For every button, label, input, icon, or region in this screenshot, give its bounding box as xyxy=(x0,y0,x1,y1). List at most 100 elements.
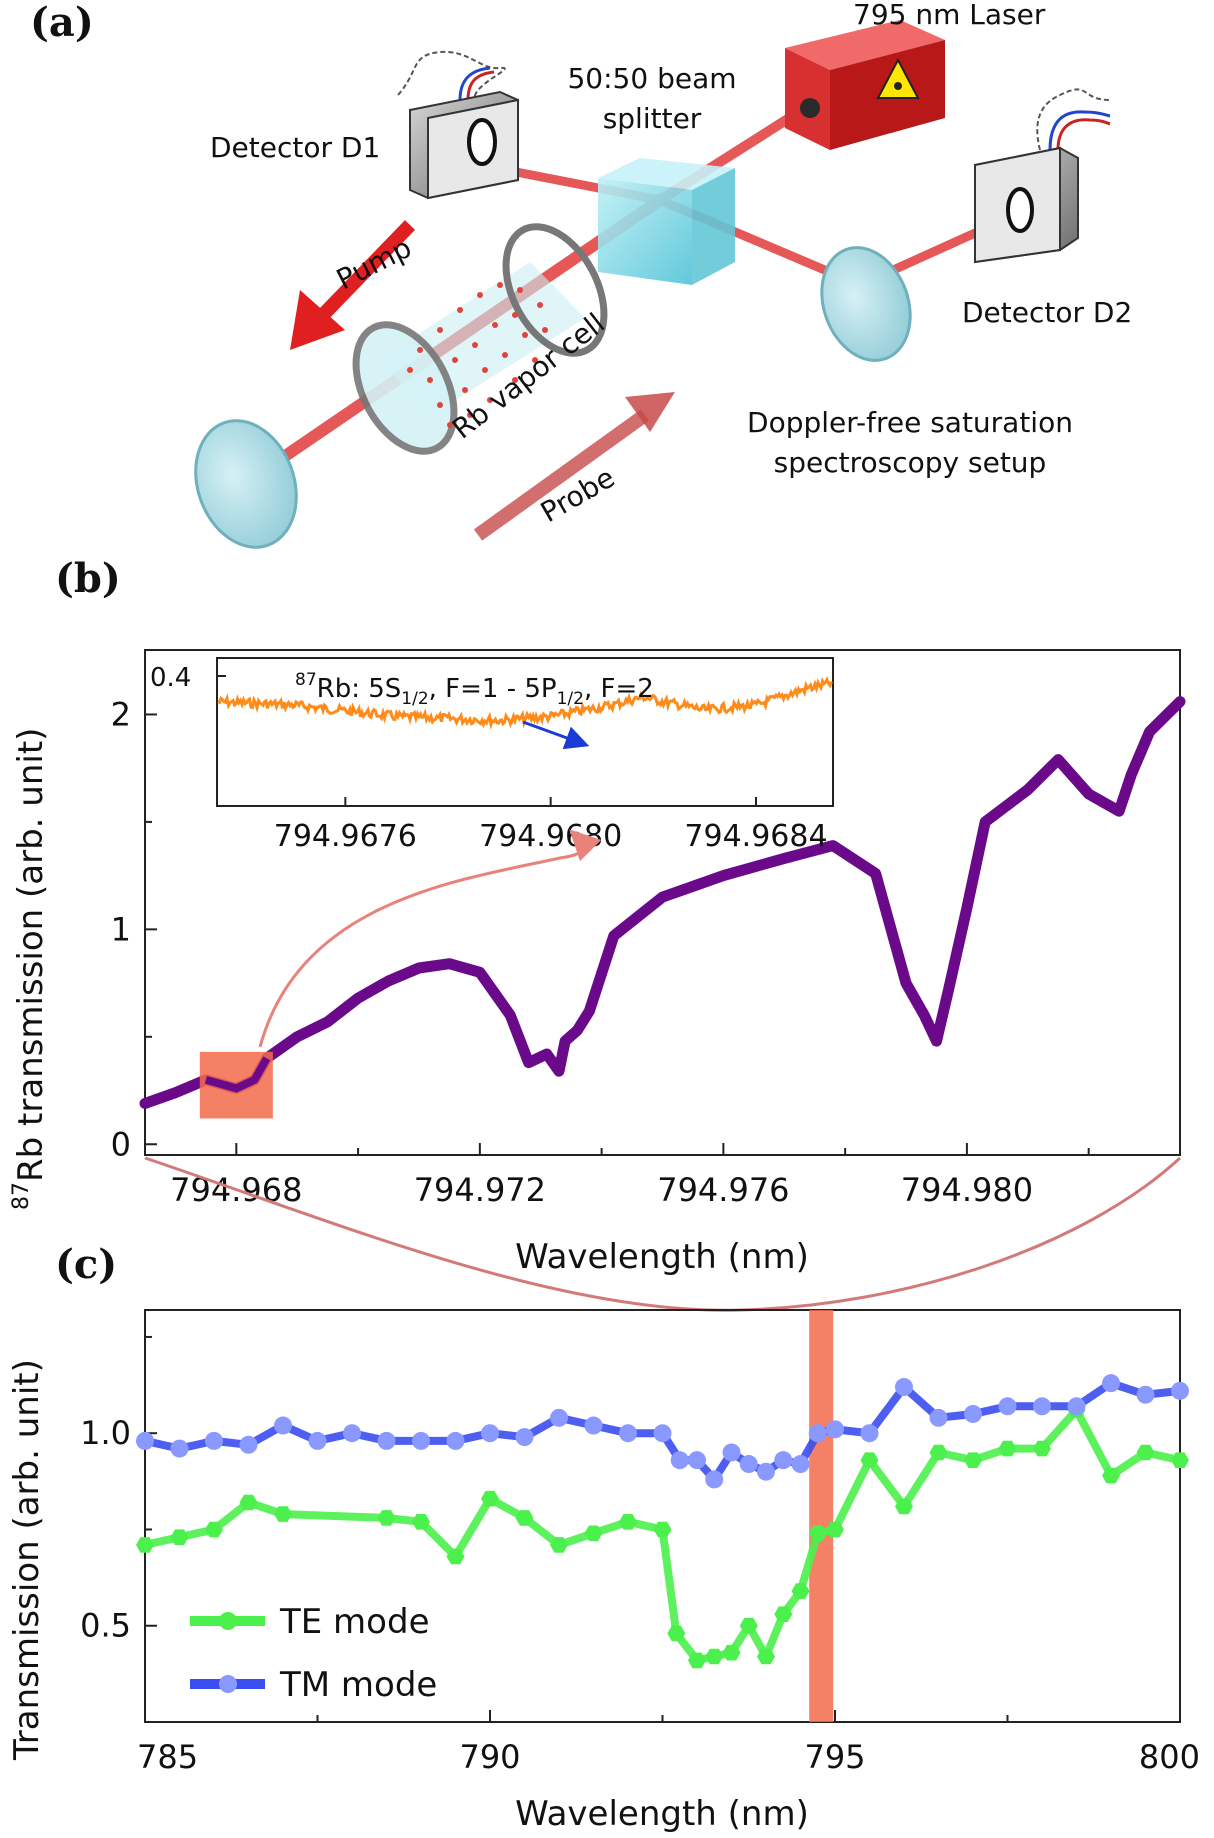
tm-data-point xyxy=(739,1455,758,1474)
chart-b-frame xyxy=(144,649,1181,1156)
chart-c-xlabel: Wavelength (nm) xyxy=(515,1794,809,1834)
tm-data-point xyxy=(239,1435,258,1454)
te-data-point xyxy=(964,1452,982,1468)
te-data-point xyxy=(515,1510,534,1526)
te-data-point xyxy=(446,1548,465,1565)
chart-c-ylabel: Transmission (arb. unit) xyxy=(7,1359,47,1761)
te-data-point xyxy=(826,1521,844,1538)
mirror-left xyxy=(194,419,298,549)
zoom-arrow-icon xyxy=(258,829,602,1048)
chart-b-ytick-label: 1 xyxy=(111,910,131,948)
te-data-point xyxy=(1033,1440,1051,1457)
tm-data-point xyxy=(791,1455,810,1474)
d2-aperture-icon xyxy=(1006,187,1034,233)
tm-data-point xyxy=(860,1424,879,1443)
te-data-point xyxy=(688,1652,706,1669)
tm-data-point xyxy=(964,1404,982,1423)
tm-data-point xyxy=(929,1408,948,1427)
tm-data-point xyxy=(688,1451,706,1470)
inset-xtick-label: 794.9676 xyxy=(274,819,417,854)
series-te-line xyxy=(144,1406,1181,1665)
chart-c-xtick-label: 790 xyxy=(459,1738,520,1776)
tm-data-point xyxy=(705,1470,724,1489)
te-data-point xyxy=(377,1510,396,1526)
laser-wavelength-marker xyxy=(809,1310,834,1722)
te-data-point xyxy=(584,1525,603,1542)
te-data-point xyxy=(1171,1452,1189,1468)
te-data-point xyxy=(619,1514,637,1530)
label-pump: Pump xyxy=(331,231,417,296)
tm-data-point xyxy=(808,1424,827,1443)
tm-data-point xyxy=(481,1424,499,1443)
legend-tm-marker xyxy=(219,1675,237,1693)
chart-c-xtick-label: 785 xyxy=(137,1738,198,1776)
te-data-point xyxy=(791,1583,810,1599)
chart-c-xtick-label: 800 xyxy=(1139,1738,1200,1776)
tm-data-point xyxy=(343,1424,361,1443)
d1-aperture-icon xyxy=(467,118,497,166)
te-data-point xyxy=(774,1606,793,1622)
inset-xtick-label: 794.9680 xyxy=(479,819,622,854)
chart-b-ylabel: 87Rb transmission (arb. unit) xyxy=(9,728,51,1210)
tm-data-point xyxy=(377,1431,396,1450)
te-data-point xyxy=(667,1625,686,1642)
label-detector-d2: Detector D2 xyxy=(962,296,1132,329)
tm-data-point xyxy=(774,1451,793,1470)
series-rb-transmission xyxy=(139,696,1186,1109)
panel-label-a: (a) xyxy=(30,0,94,46)
beam-splitter xyxy=(598,158,735,285)
chart-c-legend: TE mode TM mode xyxy=(190,1602,437,1705)
chart-c: 0.5 1.0 785 790 795 800 TE mode TM mode Tran… xyxy=(7,1309,1200,1834)
inset-xtick-label: 794.9684 xyxy=(684,819,827,854)
te-data-point xyxy=(239,1494,258,1511)
te-data-point xyxy=(860,1452,879,1468)
label-detector-d1: Detector D1 xyxy=(210,131,380,164)
te-data-point xyxy=(170,1529,189,1545)
te-data-point xyxy=(274,1506,292,1522)
tm-data-point xyxy=(1171,1381,1189,1400)
tm-data-point xyxy=(757,1462,775,1481)
setup-caption-1: Doppler-free saturation xyxy=(747,406,1073,439)
tm-data-point xyxy=(515,1428,534,1447)
laser-box xyxy=(785,20,945,150)
te-data-point xyxy=(136,1537,154,1553)
rb-vapor-cell xyxy=(352,223,608,455)
te-data-point xyxy=(550,1537,568,1553)
chart-b-ytick-label: 2 xyxy=(111,695,131,733)
setup-diagram: (a) xyxy=(30,0,1132,549)
te-data-point xyxy=(205,1521,223,1538)
probe-arrow xyxy=(473,392,675,541)
chart-c-x-axis: 785 790 795 800 xyxy=(137,1710,1200,1776)
chart-b-xlabel: Wavelength (nm) xyxy=(515,1237,809,1277)
chart-c-series xyxy=(136,1374,1189,1669)
tm-data-point xyxy=(1102,1374,1120,1393)
tm-data-point xyxy=(826,1420,844,1439)
tm-data-point xyxy=(136,1431,154,1450)
laser-warning-icon xyxy=(876,57,920,99)
chart-b-x-axis: 794.968 794.972 794.976 794.980 xyxy=(170,1143,1090,1209)
tm-data-point xyxy=(274,1416,292,1435)
mirror-right xyxy=(820,246,912,362)
chart-b-xtick-label: 794.980 xyxy=(901,1171,1033,1209)
te-data-point xyxy=(757,1648,775,1665)
chart-b-y-axis: 0 1 2 xyxy=(111,695,157,1163)
te-data-point xyxy=(998,1440,1017,1457)
te-data-point xyxy=(705,1648,724,1665)
te-data-point xyxy=(653,1521,672,1538)
panel-label-b: (b) xyxy=(55,555,121,602)
te-data-point xyxy=(481,1490,499,1507)
label-splitter-2: splitter xyxy=(603,102,702,135)
legend-te-marker xyxy=(219,1612,237,1630)
legend-tm-label: TM mode xyxy=(279,1665,437,1705)
tm-data-point xyxy=(653,1424,672,1443)
chart-c-ytick-label: 0.5 xyxy=(80,1607,131,1645)
tm-data-point xyxy=(670,1451,689,1470)
laser-aperture-icon xyxy=(800,98,820,118)
tm-data-point xyxy=(1136,1385,1155,1404)
te-data-point xyxy=(895,1498,913,1515)
inset-ytick-label: 0.4 xyxy=(150,663,191,693)
tm-data-point xyxy=(1067,1397,1086,1416)
te-data-point xyxy=(808,1525,827,1542)
chart-b-xtick-label: 794.976 xyxy=(657,1171,789,1209)
series-inset-zoom xyxy=(217,675,833,730)
